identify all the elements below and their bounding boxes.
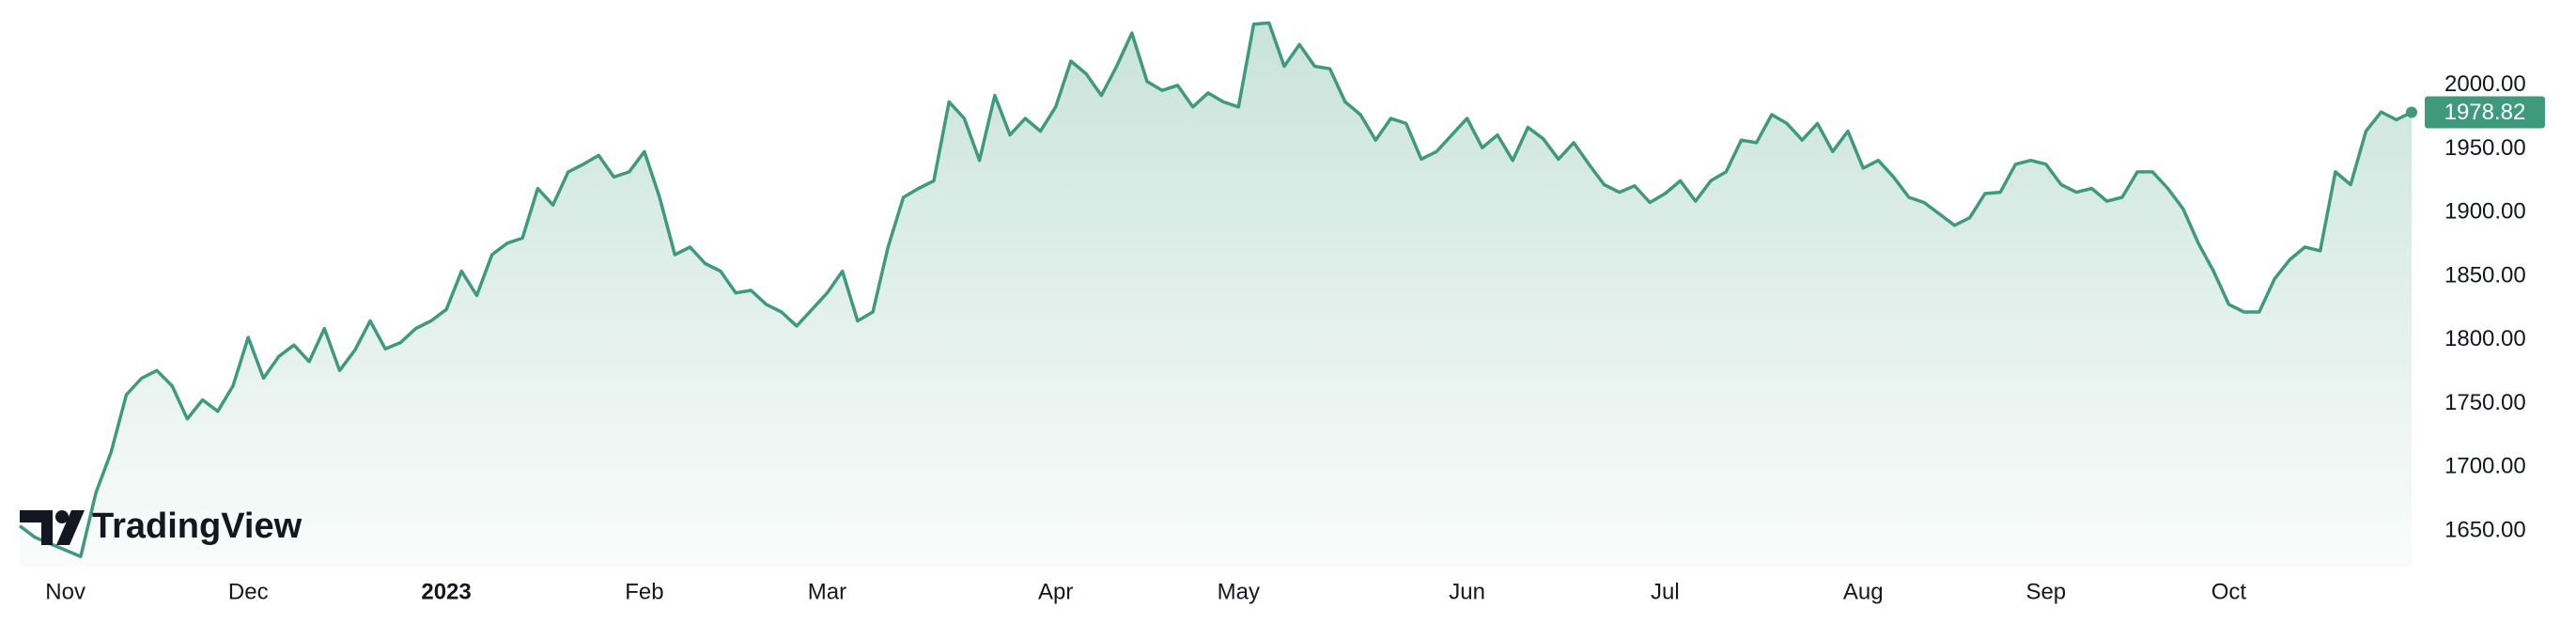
watermark-logo [20,510,85,545]
watermark: TradingView [92,507,303,546]
logo-shape [20,510,53,545]
area-fill [20,23,2412,567]
y-tick-label: 2000.00 [2444,71,2526,97]
y-tick-label: 1900.00 [2444,199,2526,225]
y-tick-label: 1750.00 [2444,390,2526,415]
y-tick-label: 1700.00 [2444,454,2526,479]
x-tick-label: May [1218,579,1260,604]
x-tick-label: Apr [1038,579,1073,604]
logo-shape [56,510,85,545]
price-line [18,21,2413,558]
last-price-tag [2425,96,2545,129]
x-tick-label: Aug [1843,579,1884,604]
x-tick-label: Jun [1449,579,1485,604]
x-tick-label: Mar [808,579,846,604]
y-tick-label: 1650.00 [2444,517,2526,542]
x-tick-label: Sep [2025,579,2066,604]
logo-shape [55,510,69,523]
y-tick-label: 1950.00 [2444,135,2526,161]
y-tick-label: 1800.00 [2444,326,2526,351]
x-tick-label: Jul [1651,579,1680,604]
last-price-label: 1978.82 [2444,100,2526,125]
x-tick-label: 2023 [421,579,471,604]
x-tick-label: Feb [625,579,663,604]
x-tick-label: Oct [2211,579,2247,604]
x-tick-label: Nov [45,579,85,604]
plot-area [18,21,2417,567]
x-tick-label: Dec [228,579,269,604]
y-tick-label: 1850.00 [2444,262,2526,288]
last-point [2406,106,2417,118]
